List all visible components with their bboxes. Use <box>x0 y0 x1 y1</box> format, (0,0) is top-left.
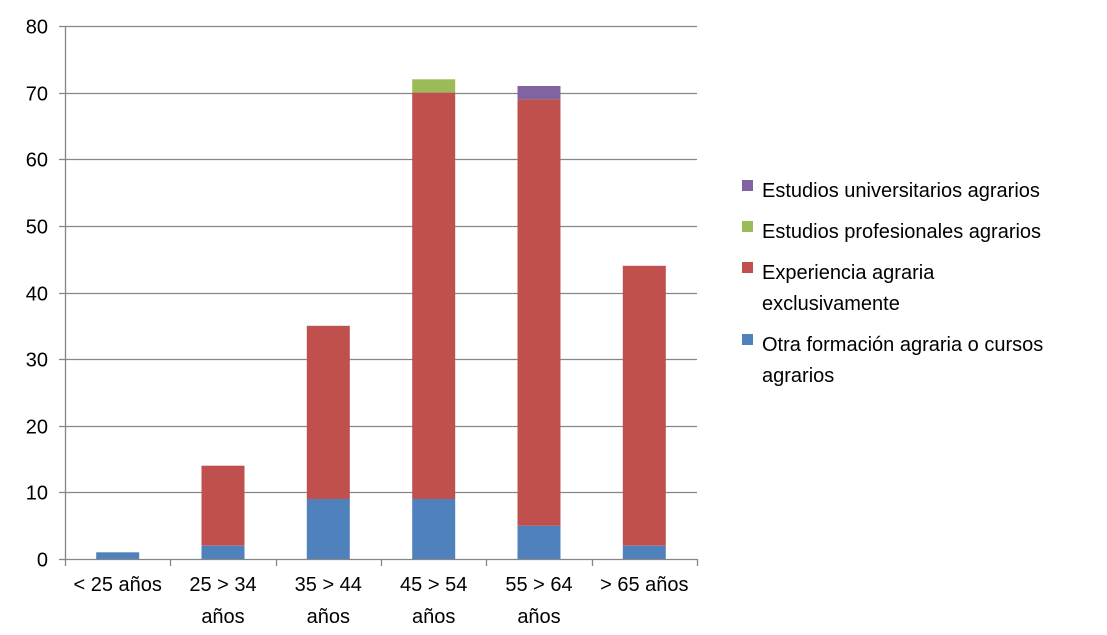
bar-segment <box>412 499 456 559</box>
bar-segment <box>517 86 561 100</box>
y-tick-label: 50 <box>26 217 48 239</box>
bars <box>96 79 666 559</box>
legend: Estudios universitarios agrarios Estudios… <box>742 180 1043 387</box>
legend-label: Estudios profesionales agrarios <box>762 221 1041 243</box>
x-tick-label: años <box>307 606 350 628</box>
bar-segment <box>201 545 245 559</box>
y-axis-tick-labels: 0 10 20 30 40 50 60 70 80 <box>26 17 48 572</box>
bar-segment <box>622 265 666 546</box>
legend-swatch <box>742 334 753 345</box>
bar-segment <box>412 79 456 93</box>
y-tick-label: 10 <box>26 483 48 505</box>
legend-label: Experiencia agraria <box>762 262 935 284</box>
x-tick-label: años <box>412 606 455 628</box>
legend-label: Estudios universitarios agrarios <box>762 180 1040 202</box>
x-tick-label: años <box>517 606 560 628</box>
bar-segment <box>517 525 561 559</box>
x-tick-label: 35 > 44 <box>295 574 362 596</box>
y-tick-label: 60 <box>26 150 48 172</box>
bar-segment <box>622 545 666 559</box>
legend-swatch <box>742 180 753 191</box>
x-tick-label: 55 > 64 <box>505 574 572 596</box>
x-tick-label: < 25 años <box>73 574 161 596</box>
bar-segment <box>306 325 350 499</box>
x-tick-label: años <box>201 606 244 628</box>
legend-swatch <box>742 262 753 273</box>
x-tick-label: 45 > 54 <box>400 574 467 596</box>
bar-segment <box>201 465 245 546</box>
x-axis-tick-labels: < 25 años 25 > 34 años 35 > 44 años 45 > 54 añ… <box>73 574 688 628</box>
x-tick-label: > 65 años <box>600 574 688 596</box>
bar-segment <box>96 552 140 559</box>
bar-segment <box>517 99 561 526</box>
legend-label: agrarios <box>762 365 834 387</box>
legend-label: exclusivamente <box>762 293 900 315</box>
bar-segment <box>306 499 350 559</box>
y-tick-label: 30 <box>26 350 48 372</box>
y-tick-label: 70 <box>26 84 48 106</box>
axes <box>59 25 699 566</box>
y-tick-label: 0 <box>37 550 48 572</box>
gridlines <box>65 25 697 494</box>
legend-label: Otra formación agraria o cursos <box>762 334 1043 356</box>
legend-swatch <box>742 221 753 232</box>
y-tick-label: 80 <box>26 17 48 39</box>
y-tick-label: 40 <box>26 284 48 306</box>
y-tick-label: 20 <box>26 417 48 439</box>
bar-segment <box>412 92 456 499</box>
x-tick-label: 25 > 34 <box>189 574 256 596</box>
